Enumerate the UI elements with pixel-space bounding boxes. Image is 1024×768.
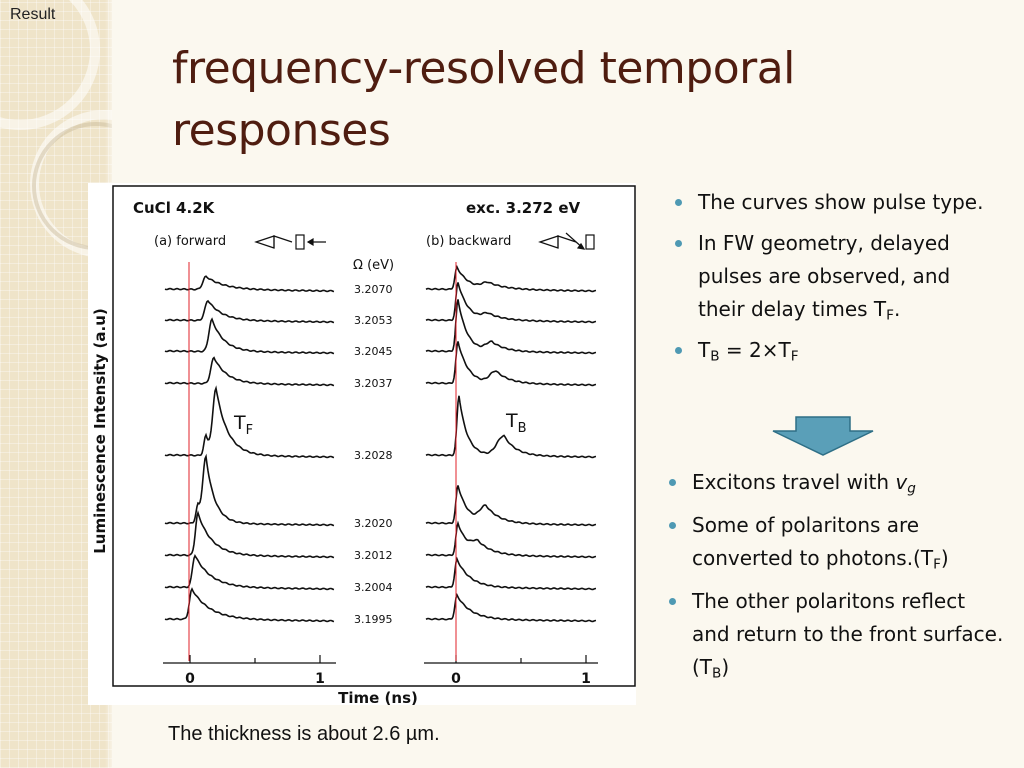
forward-curve-3.2037 bbox=[164, 356, 335, 387]
x-tick-a-1: 1 bbox=[315, 671, 325, 687]
bullet-text: ) bbox=[940, 546, 949, 570]
backward-curve-3.2037 bbox=[425, 341, 597, 387]
panel-a-label: (a) forward bbox=[154, 234, 226, 249]
bullet-item: TB = 2×TF bbox=[672, 334, 1002, 367]
x-tick-b-1: 1 bbox=[581, 671, 591, 687]
backward-curve-3.2004 bbox=[425, 556, 597, 591]
forward-geometry-icon bbox=[254, 234, 326, 250]
backward-curve-3.2028 bbox=[425, 395, 597, 459]
excitation-label: exc. 3.272 eV bbox=[466, 199, 581, 217]
section-label: Result bbox=[10, 6, 56, 23]
backward-curve-3.1995 bbox=[425, 592, 597, 623]
velocity-symbol: v bbox=[895, 470, 908, 494]
forward-curve-3.2028 bbox=[164, 385, 335, 459]
energy-label: 3.2020 bbox=[354, 517, 393, 530]
bullet-text: The curves show pulse type. bbox=[698, 190, 984, 214]
bullet-item: Some of polaritons are converted to phot… bbox=[666, 509, 1006, 575]
sample-label: CuCl 4.2K bbox=[133, 199, 216, 217]
forward-curve-3.2020 bbox=[164, 453, 335, 527]
omega-label: Ω (eV) bbox=[353, 258, 394, 273]
bullet-text: The other polaritons reflect and return … bbox=[692, 589, 1004, 679]
energy-label: 3.2053 bbox=[354, 314, 393, 327]
subscript: g bbox=[907, 480, 916, 497]
bullet-text: Excitons travel with bbox=[692, 470, 896, 494]
y-axis-label: Luminescence Intensity (a.u) bbox=[91, 308, 109, 554]
subscript: F bbox=[790, 348, 799, 365]
backward-curve-3.2053 bbox=[425, 282, 597, 324]
bullet-text: . bbox=[893, 297, 901, 321]
subscript: B bbox=[712, 665, 722, 682]
bullet-text: ) bbox=[721, 655, 730, 679]
energy-label: 3.2012 bbox=[354, 549, 393, 562]
bullet-item: The curves show pulse type. bbox=[672, 186, 1002, 219]
forward-curve-3.2004 bbox=[164, 554, 335, 591]
luminescence-figure: CuCl 4.2K exc. 3.272 eV (a) forward (b) … bbox=[91, 185, 636, 705]
subscript: F bbox=[933, 556, 941, 573]
energy-label: 3.2070 bbox=[354, 283, 393, 296]
bullet-list-top: The curves show pulse type. In FW geomet… bbox=[672, 186, 1002, 375]
energy-label: 3.1995 bbox=[354, 613, 393, 626]
backward-curve-3.2070 bbox=[425, 265, 597, 293]
bullet-item: The other polaritons reflect and return … bbox=[666, 585, 1006, 684]
forward-curve-3.2012 bbox=[164, 510, 335, 559]
figure-caption: The thickness is about 2.6 µm. bbox=[168, 723, 440, 745]
forward-curves bbox=[164, 275, 335, 623]
figure-panel: CuCl 4.2K exc. 3.272 eV (a) forward (b) … bbox=[88, 183, 636, 705]
forward-curve-3.2045 bbox=[164, 317, 335, 355]
x-axis-label: Time (ns) bbox=[338, 689, 418, 705]
energy-label: 3.2045 bbox=[354, 345, 393, 358]
x-tick-b-0: 0 bbox=[451, 671, 461, 687]
backward-geometry-icon bbox=[538, 232, 595, 250]
forward-curve-3.2070 bbox=[164, 275, 335, 293]
bullet-list-bottom: Excitons travel with vg Some of polarito… bbox=[666, 466, 1006, 694]
energy-label: 3.2028 bbox=[354, 449, 393, 462]
bullet-item: In FW geometry, delayed pulses are obser… bbox=[672, 227, 1002, 326]
forward-curve-3.1995 bbox=[164, 587, 335, 623]
figure-frame bbox=[112, 185, 636, 687]
panel-b-label: (b) backward bbox=[426, 234, 511, 249]
bullet-text: In FW geometry, delayed pulses are obser… bbox=[698, 231, 951, 321]
subscript: F bbox=[886, 307, 894, 324]
x-tick-a-0: 0 bbox=[185, 671, 195, 687]
backward-curve-3.2012 bbox=[425, 520, 597, 559]
bullet-text: Some of polaritons are converted to phot… bbox=[692, 513, 934, 570]
slide-title: frequency-resolved temporal responses bbox=[172, 43, 795, 156]
bullet-text: T bbox=[698, 338, 711, 362]
forward-curve-3.2053 bbox=[164, 299, 335, 324]
tf-label: TF bbox=[233, 412, 253, 438]
down-arrow-icon bbox=[772, 416, 874, 456]
tb-label: TB bbox=[505, 410, 527, 436]
energy-label: 3.2037 bbox=[354, 377, 393, 390]
backward-curve-3.2020 bbox=[425, 485, 597, 527]
backward-curve-3.2045 bbox=[425, 299, 597, 355]
energy-label: 3.2004 bbox=[354, 581, 393, 594]
subscript: B bbox=[710, 348, 720, 365]
bullet-item: Excitons travel with vg bbox=[666, 466, 1006, 499]
bullet-text: = 2×T bbox=[719, 338, 791, 362]
backward-curves bbox=[425, 265, 597, 623]
